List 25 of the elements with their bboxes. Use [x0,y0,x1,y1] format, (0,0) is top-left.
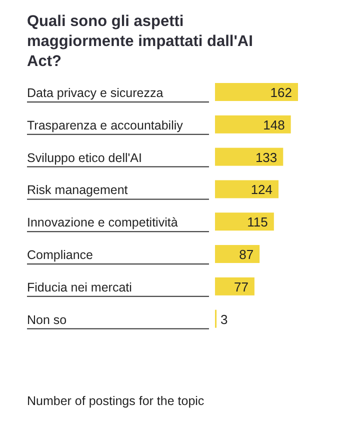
data-label: 124 [250,182,273,198]
bar [215,277,254,296]
bar [215,212,274,231]
bar [215,148,284,166]
data-label: 115 [247,214,268,230]
data-label: 87 [239,247,254,262]
bar [215,83,298,101]
data-label: 77 [234,279,248,294]
data-label: 3 [220,312,228,327]
y-tick-label: Non so [27,312,67,327]
y-tick-label: Fiducia nei mercati [27,280,132,294]
y-tick-label: Risk management [27,183,128,198]
text: Number of postings for the topic [27,394,204,408]
y-tick-label: Compliance [27,248,94,262]
bar [215,180,279,198]
y-tick-label: Trasparenza e accountabiliy [27,118,184,132]
bar [215,115,291,134]
y-tick-label: Innovazione e competitività [27,216,178,230]
y-tick-label: Sviluppo etico dell'AI [27,150,142,165]
data-label: 162 [270,85,292,100]
chart-title: Quali sono gli aspetti maggiormente impattati dall'AI Act? [27,13,253,70]
data-label: 133 [255,150,278,165]
bar [215,245,260,263]
y-tick-label: Data privacy e sicurezza [27,86,164,100]
data-label: 148 [263,117,285,132]
